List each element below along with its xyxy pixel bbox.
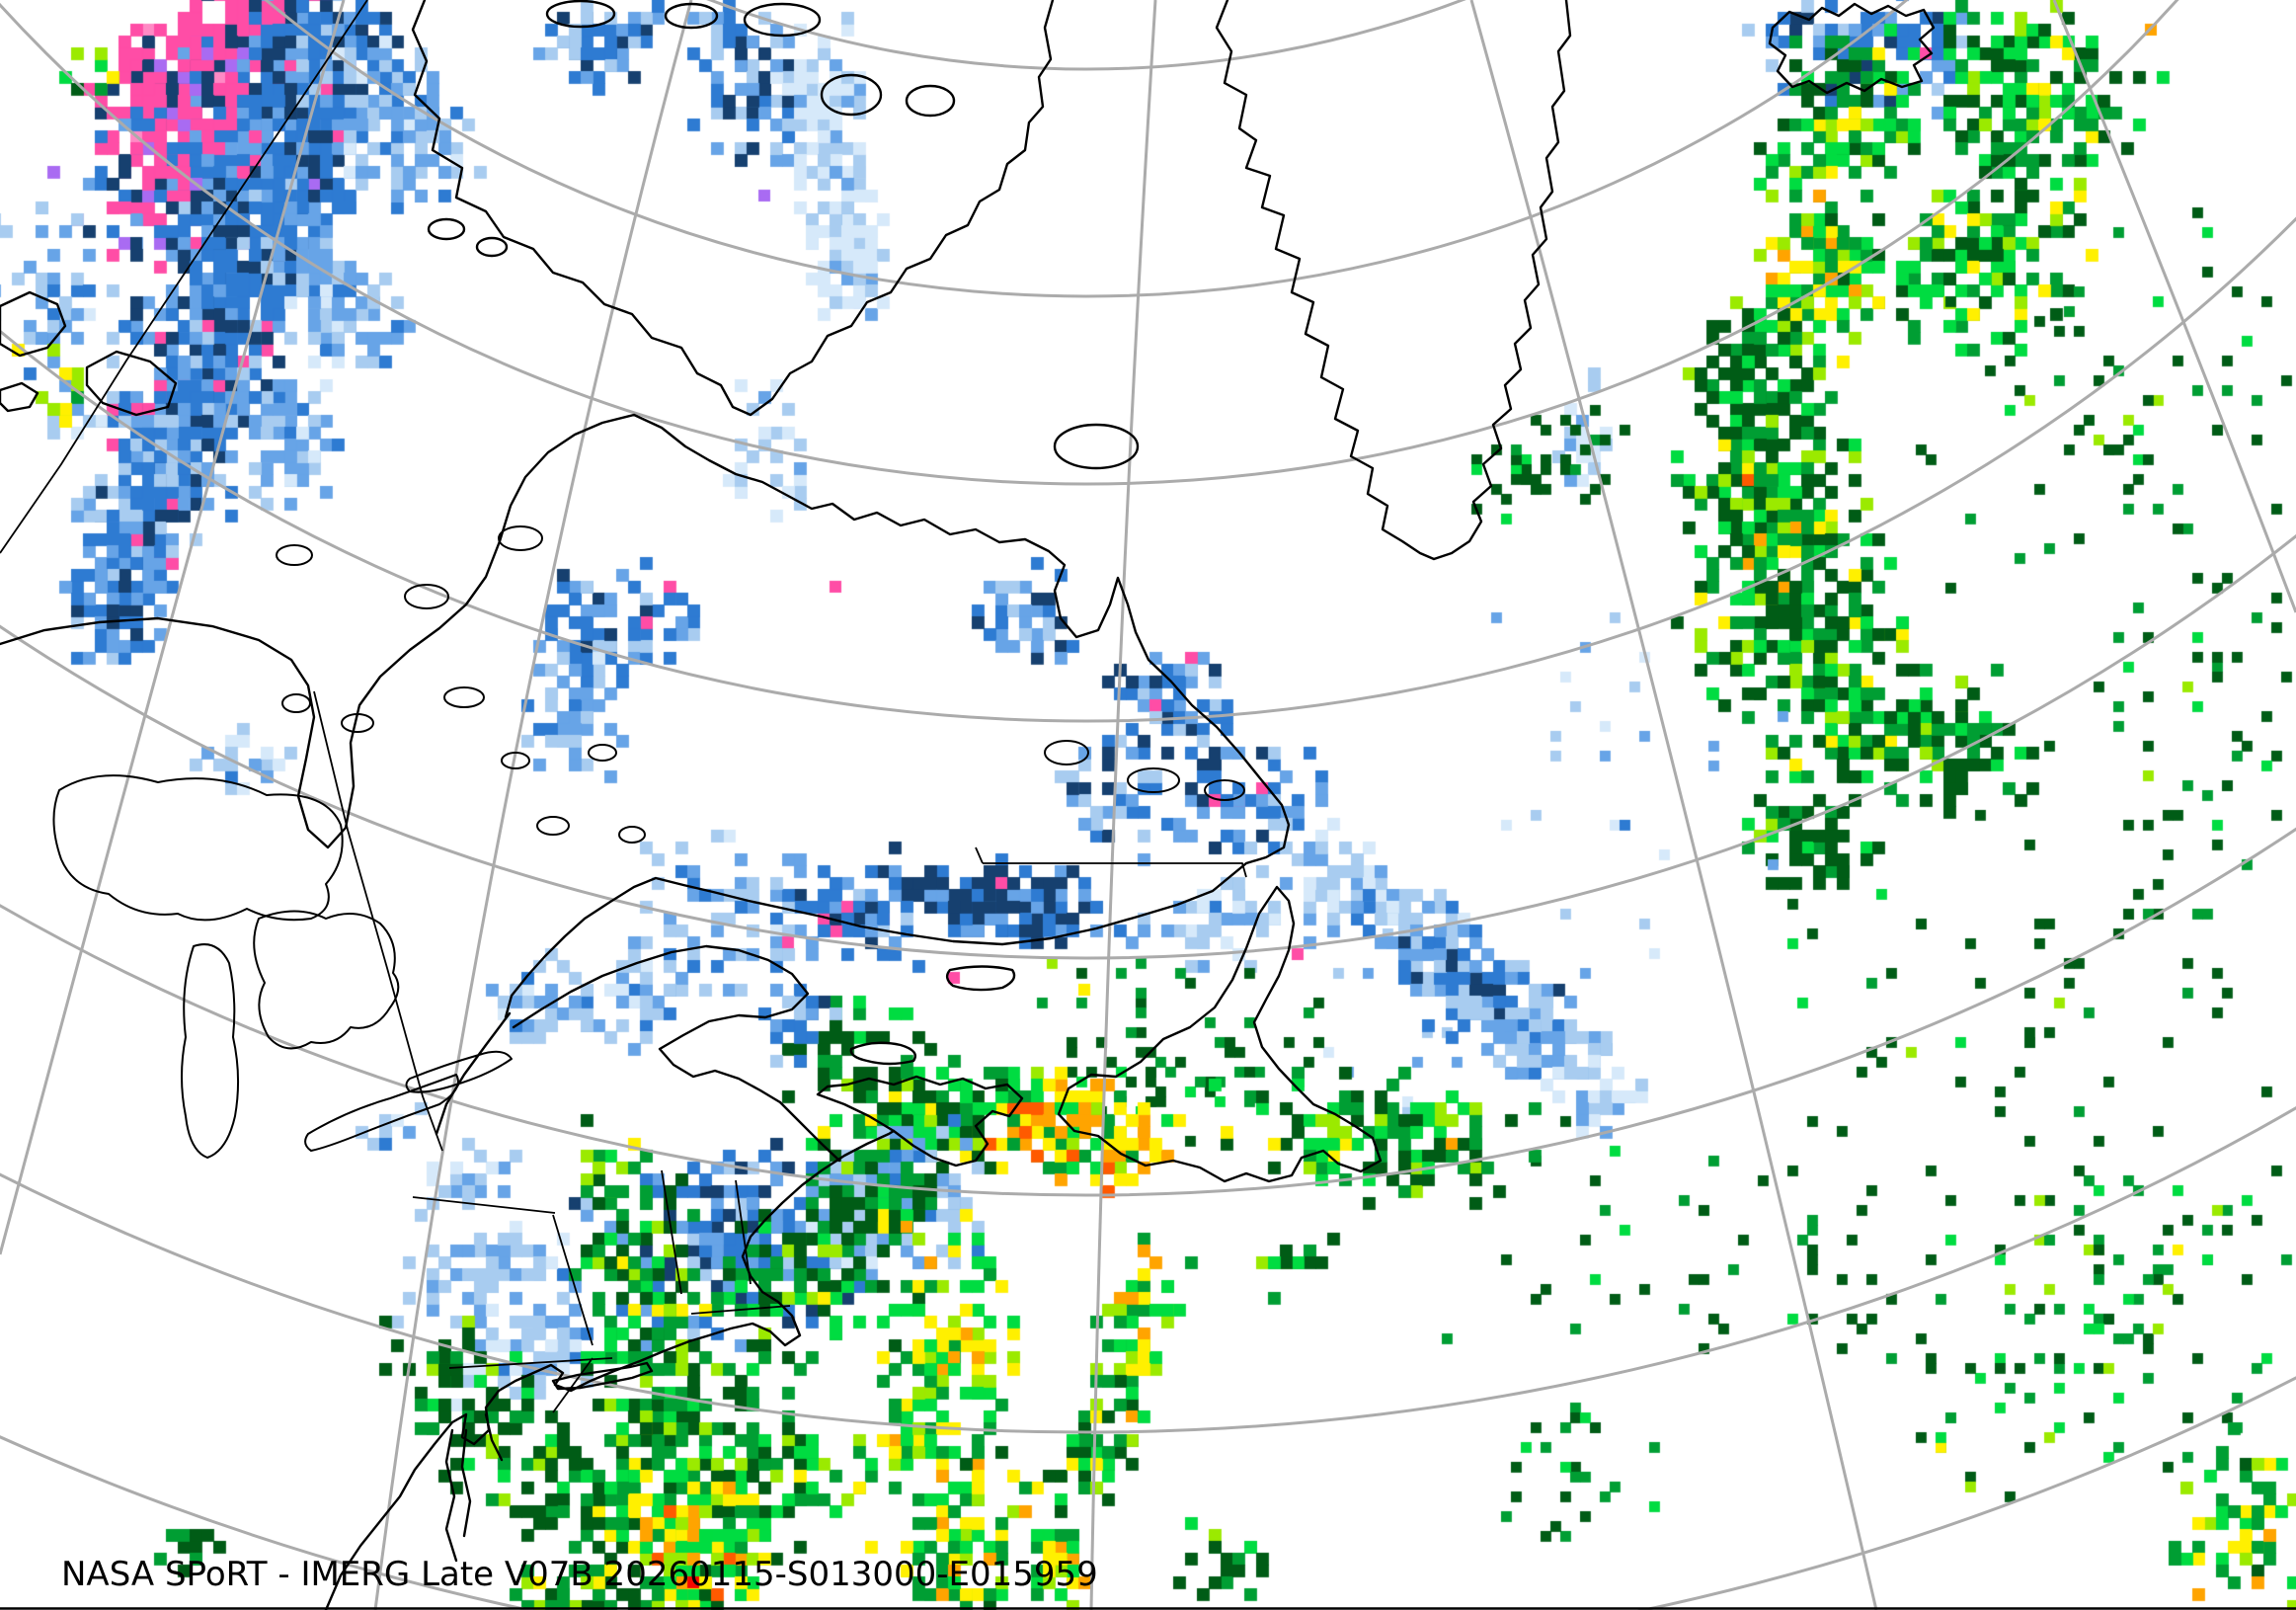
st-lawrence-river [435,1011,512,1136]
greenland-coast [1215,0,1572,561]
nova-scotia-coast [816,1075,1024,1167]
lake-huron [253,910,400,1050]
baffin-island-coast [411,0,1055,417]
iceland-coast [1768,2,1936,95]
hudson-bay-border [0,0,368,554]
coastlines [0,0,1936,1610]
pei-coast [849,1041,916,1066]
borders [0,0,1247,1413]
quebec-labrador-border [975,846,1247,878]
lake-ontario [405,1050,513,1093]
ontario-quebec-border [313,690,443,1152]
chesapeake-bay [444,1428,458,1563]
lake-erie [304,1074,459,1152]
newfoundland-coast [1057,885,1383,1183]
mainland-coast [0,413,1291,1019]
us-east-coast [324,1129,896,1610]
gaspe-coast [512,944,810,1104]
lake-michigan [181,943,240,1159]
state-borders [412,1169,791,1413]
anticosti-coast [945,965,1016,992]
great-lakes [52,525,1245,1159]
long-island [551,1361,654,1391]
lake-superior [52,774,344,922]
delaware-bay [484,1412,504,1462]
product-caption: NASA SPoRT - IMERG Late V07B 20260115-S0… [61,1555,1098,1594]
